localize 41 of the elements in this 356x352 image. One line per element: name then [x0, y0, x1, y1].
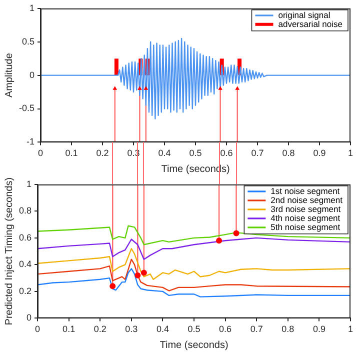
x-tick-label: 1 [348, 324, 354, 334]
y-tick-label: 1 [29, 2, 35, 13]
x-tick-label: 0.2 [94, 324, 106, 334]
x-tick-label: 0.4 [156, 324, 169, 334]
legend-label: adversarial noise [278, 19, 343, 30]
y-tick-label: 0 [26, 312, 32, 323]
x-tick-label: 0.1 [65, 148, 78, 158]
x-tick-label: 0.6 [220, 148, 233, 158]
x-tick-label: 0.7 [250, 324, 263, 334]
y-axis-title: Predicted Inject Timing (seconds) [4, 177, 15, 326]
x-tick-label: 0.3 [125, 324, 138, 334]
y-axis-title: Amplitude [4, 52, 15, 98]
x-tick-label: 0.7 [251, 148, 264, 158]
x-tick-label: 0.8 [282, 324, 294, 334]
legend-label: 5th noise segment [270, 222, 341, 232]
x-axis-title: Time (seconds) [160, 340, 228, 351]
x-tick-label: 1 [348, 148, 354, 158]
x-tick-label: 0.9 [313, 148, 326, 158]
x-tick-label: 0.5 [189, 148, 202, 158]
y-tick-label: 1 [26, 178, 32, 189]
x-tick-label: 0.1 [62, 324, 76, 334]
legend-label: 2nd noise segment [270, 195, 344, 206]
x-tick-label: 0.8 [282, 148, 295, 158]
y-tick-label: 0.6 [18, 232, 32, 242]
legend-label: 4th noise segment [270, 213, 341, 224]
x-tick-label: 0.9 [312, 324, 326, 334]
x-tick-label: 0.2 [96, 148, 109, 158]
legend-label: 1st noise segment [270, 186, 340, 196]
x-tick-label: 0.4 [158, 148, 171, 158]
y-tick-label: 0.2 [18, 286, 32, 296]
legend-label: 3rd noise segment [270, 204, 342, 214]
y-tick-label: 0.5 [22, 36, 35, 46]
y-tick-label: -0.5 [18, 103, 35, 114]
y-tick-label: 0.8 [18, 206, 32, 216]
y-tick-label: -1 [26, 136, 35, 147]
y-tick-label: 0 [29, 70, 35, 80]
y-tick-label: 0.4 [18, 259, 32, 270]
x-tick-label: 0.6 [219, 324, 232, 334]
x-tick-label: 0 [38, 148, 44, 158]
x-tick-label: 0.5 [188, 324, 200, 334]
legend-label: original signal [278, 10, 330, 20]
